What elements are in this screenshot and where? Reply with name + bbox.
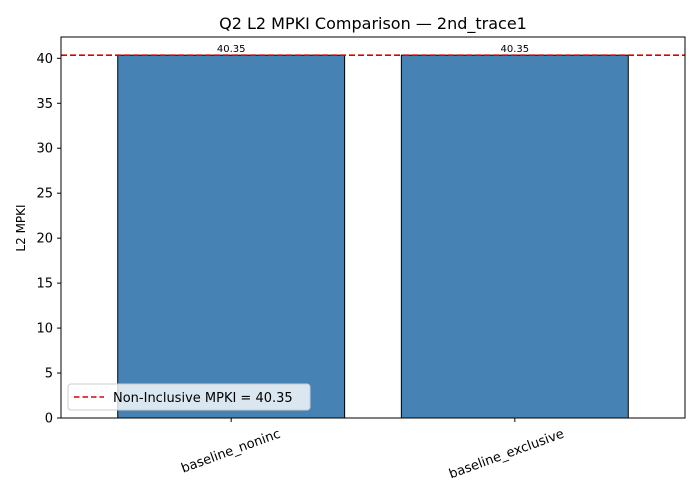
y-tick-label: 5	[45, 367, 53, 382]
y-tick-label: 25	[36, 187, 53, 202]
chart-title: Q2 L2 MPKI Comparison — 2nd_trace1	[219, 14, 527, 34]
bar-value-label: 40.35	[217, 44, 246, 55]
y-tick-label: 15	[36, 277, 53, 292]
bar-value-label: 40.35	[500, 44, 529, 55]
legend: Non-Inclusive MPKI = 40.35	[67, 383, 311, 411]
y-tick-label: 0	[45, 412, 53, 427]
y-tick-label: 10	[36, 322, 53, 337]
axes-frame	[60, 36, 686, 419]
legend-box	[67, 383, 311, 411]
plot-frame	[60, 36, 686, 419]
bars-layer: 40.35 40.35	[117, 44, 629, 419]
y-axis-ticks: 0 5 10 15 20 25 30 35 40	[36, 52, 61, 427]
y-tick-label: 40	[36, 52, 53, 67]
y-axis-label: L2 MPKI	[14, 204, 28, 251]
y-tick-label: 35	[36, 97, 53, 112]
bar-baseline_exclusive	[400, 54, 629, 419]
y-tick-label: 20	[36, 232, 53, 247]
legend-label: Non-Inclusive MPKI = 40.35	[113, 391, 293, 406]
bar-baseline_noninc	[117, 54, 346, 419]
y-tick-label: 30	[36, 142, 53, 157]
